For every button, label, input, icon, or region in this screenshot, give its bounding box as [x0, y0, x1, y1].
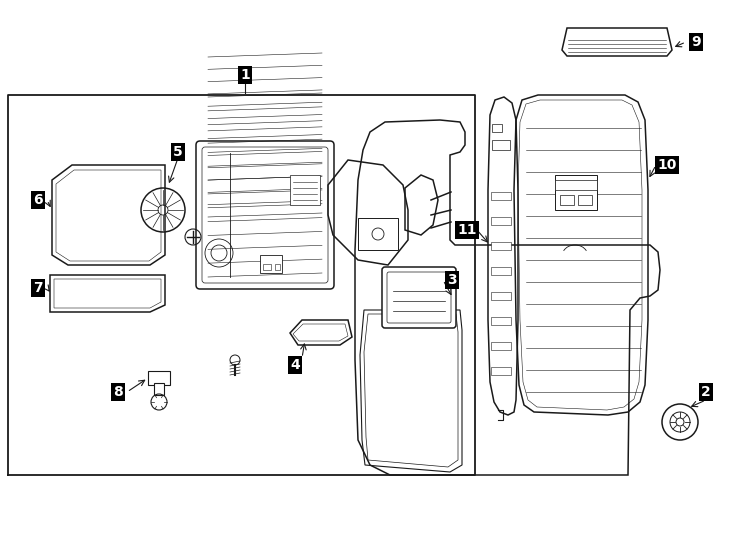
- Bar: [491, 317, 511, 325]
- Bar: [491, 217, 511, 225]
- Text: 4: 4: [290, 358, 300, 372]
- Bar: [491, 292, 511, 300]
- Text: 5: 5: [173, 145, 183, 159]
- Text: 1: 1: [240, 68, 250, 82]
- Bar: [260, 255, 282, 273]
- FancyBboxPatch shape: [382, 267, 456, 328]
- Bar: [491, 242, 511, 250]
- Bar: [148, 371, 170, 385]
- Text: 7: 7: [33, 281, 43, 295]
- Text: 3: 3: [447, 273, 457, 287]
- Text: 6: 6: [33, 193, 43, 207]
- Bar: [491, 192, 511, 200]
- Bar: [492, 124, 502, 132]
- Bar: [560, 195, 574, 205]
- Bar: [491, 367, 511, 375]
- Bar: [154, 383, 164, 395]
- Bar: [491, 267, 511, 275]
- Text: 11: 11: [457, 223, 477, 237]
- FancyBboxPatch shape: [196, 141, 334, 289]
- Bar: [578, 195, 592, 205]
- Bar: [555, 175, 597, 210]
- Bar: [263, 264, 271, 270]
- Bar: [492, 140, 510, 150]
- Bar: [491, 342, 511, 350]
- Bar: [358, 218, 398, 250]
- Text: 9: 9: [691, 35, 701, 49]
- Bar: [290, 175, 320, 205]
- Bar: [275, 264, 280, 270]
- Text: 10: 10: [658, 158, 677, 172]
- Text: 8: 8: [113, 385, 123, 399]
- Text: 2: 2: [701, 385, 711, 399]
- Bar: [555, 180, 597, 190]
